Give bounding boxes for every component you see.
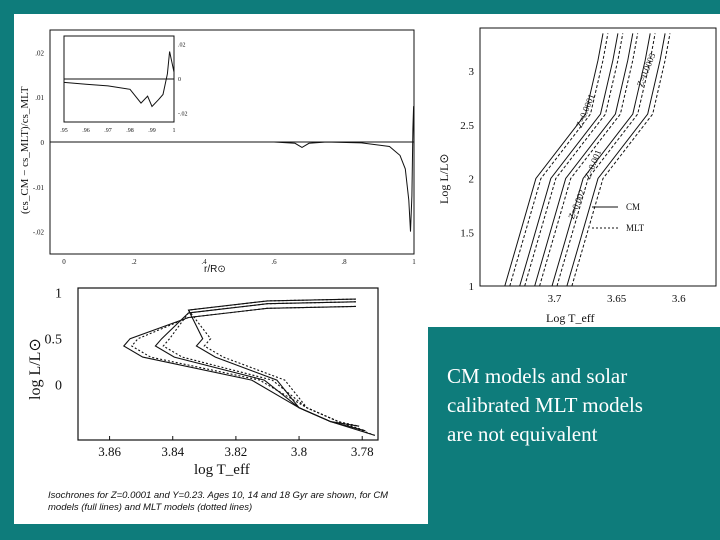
- slide-frame-top: [0, 0, 720, 14]
- y-tick-label: 3: [469, 66, 475, 78]
- inset-x-tick-label: .98: [126, 128, 134, 134]
- x-tick-label: .8: [341, 258, 347, 266]
- x-tick-label: .6: [271, 258, 277, 266]
- inset-y-tick-label: 0: [178, 77, 181, 83]
- cm-isochrone-line: [122, 305, 375, 436]
- x-tick-label: .2: [131, 258, 137, 266]
- y-tick-label: .02: [35, 49, 44, 57]
- mlt-track-line: [556, 33, 656, 287]
- track-annotation: Z=0.002: [566, 188, 587, 220]
- slide-caption: CM models and solar calibrated MLT model…: [447, 362, 717, 449]
- series-line: [64, 106, 415, 232]
- x-tick-label: 3.86: [98, 444, 121, 459]
- x-tick-label: .4: [201, 258, 207, 266]
- x-tick-label: 3.82: [225, 444, 248, 459]
- y-tick-label: 1: [469, 281, 475, 293]
- mlt-isochrone-line: [130, 305, 375, 436]
- legend-label-mlt: MLT: [626, 223, 645, 233]
- plot-frame: [479, 27, 717, 287]
- cm-track-line: [504, 33, 604, 287]
- legend-label-cm: CM: [626, 202, 640, 212]
- cm-track-line: [566, 33, 666, 287]
- isochrones-caption: Isochrones for Z=0.0001 and Y=0.23. Ages…: [48, 490, 389, 513]
- mlt-track-line: [539, 33, 639, 287]
- x-tick-label: 3.7: [548, 293, 562, 305]
- y-tick-label: 1.5: [460, 227, 474, 239]
- x-tick-label: 3.8: [291, 444, 307, 459]
- caption-line: are not equivalent: [447, 422, 598, 446]
- inset-y-tick-label: .02: [178, 43, 186, 49]
- slide-frame-bottom: [0, 524, 720, 540]
- mlt-isochrone-line: [162, 301, 366, 432]
- y-tick-label: -.01: [33, 184, 45, 192]
- y-axis-label: Log L/L⊙: [437, 154, 451, 204]
- track-annotation: Z=0.0003: [635, 51, 658, 88]
- y-axis-label: log L/L⊙: [27, 338, 44, 400]
- y-tick-label: 0: [55, 379, 62, 394]
- y-tick-label: 0.5: [45, 333, 63, 348]
- inset-y-tick-label: -.02: [178, 111, 188, 117]
- mlt-track-line: [524, 33, 624, 287]
- y-tick-label: 0: [41, 139, 45, 147]
- caption-line: CM models and solar: [447, 364, 628, 388]
- caption-panel: [428, 327, 720, 524]
- cm-track-line: [534, 33, 634, 287]
- x-axis-label: r/R⊙: [204, 264, 226, 275]
- x-tick-label: 0: [62, 258, 66, 266]
- inset-x-tick-label: .97: [104, 128, 112, 134]
- inset-series-line: [63, 51, 175, 108]
- x-tick-label: 3.84: [161, 444, 184, 459]
- y-axis-label: (cs_CM − cs_MLT)/cs_MLT: [19, 86, 31, 214]
- inset-x-tick-label: .96: [82, 128, 90, 134]
- cm-track-line: [519, 33, 619, 287]
- y-tick-label: 1: [55, 287, 62, 302]
- x-tick-label: 3.6: [672, 293, 686, 305]
- isochrones-chart: 1 0.5 0 3.86 3.84 3.82 3.8 3.78 log T_eff log …: [27, 287, 379, 478]
- slide-frame-left: [0, 0, 14, 540]
- y-tick-label: 2.5: [460, 120, 474, 132]
- mlt-track-line: [509, 33, 609, 287]
- inset-x-tick-label: .99: [148, 128, 156, 134]
- x-tick-label: 3.65: [607, 293, 627, 305]
- y-tick-label: 2: [469, 174, 475, 186]
- cm-isochrone-line: [187, 298, 360, 427]
- inset-x-tick-label: 1: [173, 128, 176, 134]
- mlt-isochrone-line: [187, 298, 360, 427]
- x-axis-label: log T_eff: [194, 462, 250, 478]
- cm-track-line: [551, 33, 651, 287]
- x-tick-label: 1: [412, 258, 416, 266]
- plot-frame: [77, 287, 379, 441]
- y-tick-label: .01: [35, 94, 44, 102]
- caption-line: calibrated MLT models: [447, 393, 643, 417]
- x-tick-label: 3.78: [351, 444, 374, 459]
- mlt-track-line: [571, 33, 671, 287]
- y-tick-label: -.02: [33, 229, 45, 237]
- inset-x-tick-label: .95: [60, 128, 68, 134]
- hr-tracks-chart: 32.521.51 3.7 3.65 3.6 Z=0.0003Z=0.0001Z=0…: [437, 27, 717, 325]
- x-axis-label: Log T_eff: [546, 311, 595, 325]
- sound-speed-difference-chart: .02 .01 0 -.01 -.02 0 .2 .4 .6 .8 1 r/R⊙ (cs_CM −…: [19, 29, 416, 275]
